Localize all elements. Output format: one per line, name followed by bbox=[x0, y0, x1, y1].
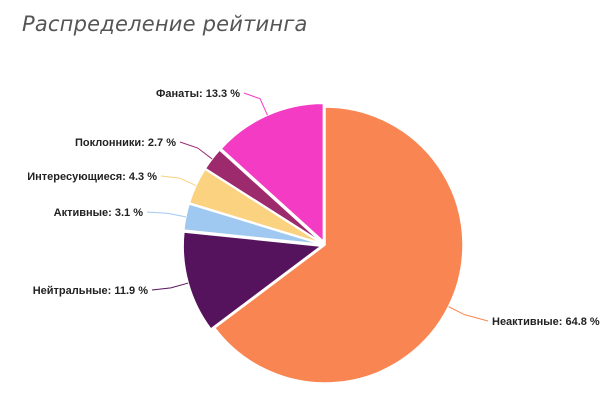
pie-leader-line-1 bbox=[151, 282, 189, 291]
pie-leader-line-2 bbox=[146, 211, 186, 218]
pie-slice-0[interactable] bbox=[213, 106, 464, 384]
pie-label-1: Нейтральные: 11.9 % bbox=[33, 285, 149, 297]
pie-label-3: Интересующиеся: 4.3 % bbox=[27, 171, 157, 183]
pie-leader-line-4 bbox=[179, 141, 213, 160]
pie-label-5: Фанаты: 13.3 % bbox=[156, 88, 240, 100]
pie-slice-1[interactable] bbox=[182, 231, 324, 331]
pie-slice-4[interactable] bbox=[204, 148, 323, 244]
pie-leader-lines bbox=[146, 92, 489, 322]
pie-slice-3[interactable] bbox=[188, 168, 322, 245]
pie-slices bbox=[182, 102, 464, 384]
pie-label-4: Поклонники: 2.7 % bbox=[75, 137, 176, 149]
pie-leader-line-0 bbox=[448, 306, 489, 322]
pie-leader-line-3 bbox=[160, 175, 197, 187]
page-title: Распределение рейтинга bbox=[22, 12, 308, 36]
pie-leader-line-5 bbox=[243, 92, 268, 116]
pie-label-2: Активные: 3.1 % bbox=[54, 207, 144, 219]
pie-labels: Неактивные: 64.8 % Нейтральные: 11.9 % Акт… bbox=[27, 88, 600, 328]
pie-label-0: Неактивные: 64.8 % bbox=[492, 316, 600, 328]
